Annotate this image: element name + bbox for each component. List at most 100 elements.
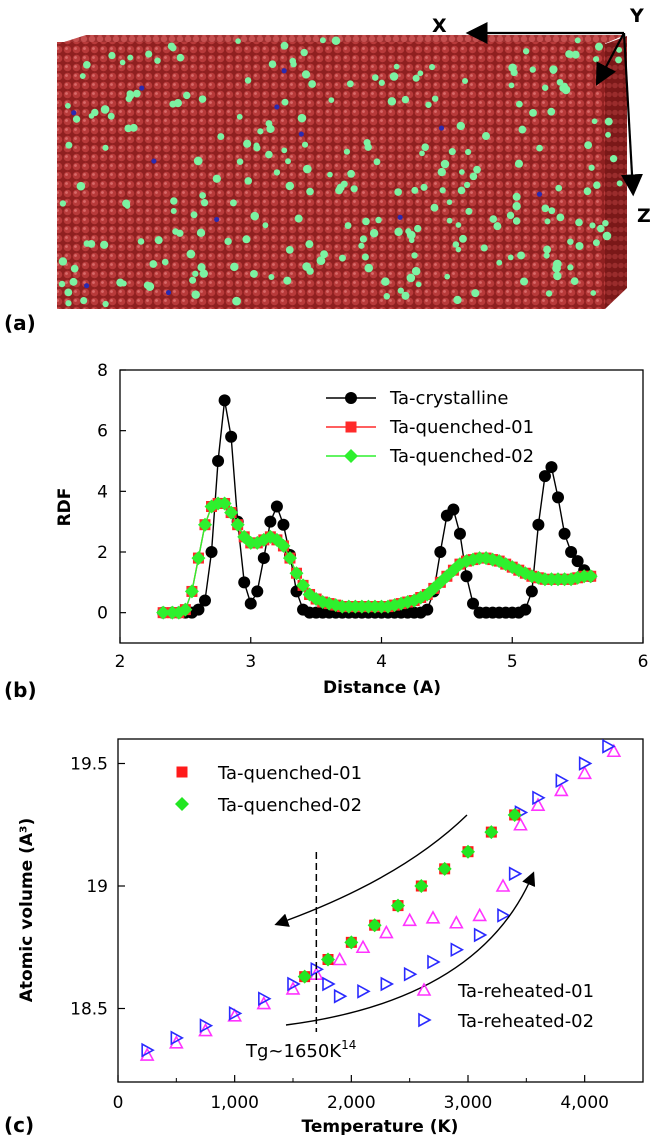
green-atom	[412, 74, 420, 82]
data-point	[178, 602, 193, 617]
green-atom	[544, 218, 551, 225]
data-point	[251, 585, 264, 598]
green-atom	[408, 237, 415, 244]
green-atom	[172, 228, 179, 235]
green-atom	[482, 132, 491, 141]
green-atom	[79, 73, 86, 79]
data-point	[453, 527, 466, 540]
green-atom	[522, 48, 530, 55]
green-atom	[615, 56, 622, 64]
green-atom	[489, 215, 498, 223]
green-atom	[116, 278, 125, 287]
data-point	[277, 518, 290, 531]
green-atom	[453, 295, 462, 305]
series-Ta-quenched-02	[297, 807, 522, 984]
panel-a-atomic-box: X Y Z (a)	[4, 5, 651, 335]
green-atom	[83, 240, 91, 247]
green-atom	[137, 238, 145, 245]
green-atom	[428, 63, 436, 71]
data-point	[289, 566, 304, 581]
legend-entry: Ta-crystalline	[326, 388, 508, 409]
data-point	[425, 910, 441, 924]
data-point	[264, 515, 277, 528]
green-atom	[285, 181, 294, 191]
y-tick-label: 0	[97, 604, 108, 624]
data-point	[322, 976, 336, 992]
green-atom	[397, 287, 404, 294]
green-atom	[100, 240, 109, 249]
legend-entry: Ta-reheated-01	[416, 981, 594, 1002]
data-point	[460, 570, 473, 583]
green-atom	[58, 257, 68, 266]
data-point	[199, 1018, 214, 1033]
data-point	[287, 976, 301, 992]
green-atom	[602, 219, 609, 227]
green-atom	[235, 38, 241, 44]
green-atom	[371, 74, 379, 81]
green-atom	[198, 95, 207, 103]
green-atom	[381, 277, 390, 286]
y-tick-label: 2	[97, 543, 108, 563]
legend-entry: Ta-quenched-02	[175, 795, 362, 816]
green-atom	[583, 187, 592, 196]
data-point	[321, 952, 335, 967]
green-atom	[193, 156, 203, 166]
green-atom	[373, 158, 381, 166]
data-point	[606, 743, 622, 758]
green-atom	[446, 217, 453, 224]
green-atom	[459, 234, 467, 243]
legend-marker	[416, 982, 432, 996]
green-atom	[575, 242, 584, 251]
green-atom	[283, 276, 292, 285]
green-atom	[281, 98, 289, 106]
green-atom	[58, 280, 66, 288]
green-atom	[236, 113, 243, 120]
blue-atom	[84, 283, 90, 289]
green-atom	[102, 300, 109, 308]
legend-label: Ta-reheated-02	[457, 1011, 594, 1032]
green-atom	[592, 239, 600, 247]
green-atoms	[58, 36, 623, 308]
data-point	[545, 461, 558, 474]
axis-triad	[465, 22, 643, 197]
data-point	[532, 518, 545, 531]
series-group	[156, 394, 598, 620]
green-atom	[421, 143, 430, 152]
green-atom	[512, 202, 521, 211]
green-atom	[543, 245, 552, 254]
series-Ta-quenched-01	[157, 497, 597, 619]
green-atom	[529, 66, 536, 73]
green-atom	[594, 42, 603, 51]
green-atom	[183, 91, 191, 100]
data-point	[238, 576, 251, 589]
legend-marker	[345, 421, 357, 433]
green-atom	[170, 197, 178, 205]
green-atom	[340, 180, 348, 188]
data-point	[344, 935, 359, 950]
green-atom	[559, 84, 567, 92]
series-Ta-quenched-01	[299, 809, 521, 983]
data-point	[257, 552, 270, 565]
green-atom	[285, 246, 294, 254]
green-atom	[508, 63, 517, 73]
series-line	[163, 502, 591, 614]
x-tick-label: 0	[113, 1093, 124, 1113]
y-axis-title: Atomic volume (A³)	[17, 818, 37, 1003]
x-tick-label: 4	[376, 652, 387, 672]
data-point	[244, 597, 257, 610]
green-atom	[200, 199, 209, 207]
green-atom	[415, 281, 422, 288]
green-atom	[414, 224, 422, 233]
data-point	[414, 879, 429, 893]
green-atom	[401, 95, 410, 104]
x-axis-title: Temperature (K)	[302, 1117, 459, 1135]
legend-label: Ta-quenched-02	[217, 795, 362, 816]
green-atom	[592, 56, 600, 63]
blue-atom	[536, 191, 543, 197]
green-atom	[305, 240, 314, 249]
axis-ticks: 0 1,000 2,000 3,000 4,000 18.5 19 19.5	[70, 755, 609, 1114]
green-atom	[189, 276, 197, 284]
green-atom	[80, 296, 88, 305]
green-atom	[289, 57, 297, 65]
